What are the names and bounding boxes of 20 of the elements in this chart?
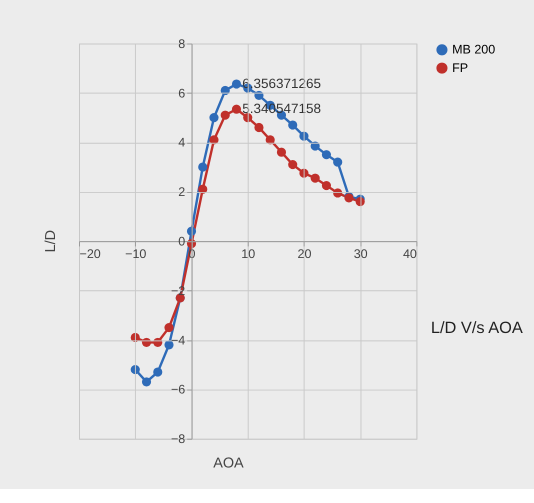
x-tick-label: 10 [241,246,256,261]
y-tick-label: −8 [170,432,186,446]
x-axis-title: AOA [213,456,244,472]
x-tick-label: 30 [354,246,368,261]
y-axis-title: L/D [42,230,59,252]
x-tick-label: −10 [125,246,146,261]
y-tick-label: −6 [170,382,186,397]
x-tick-label: 20 [297,246,312,261]
y-tick-label: 4 [178,136,186,150]
x-tick-label: 40 [402,246,417,261]
y-tick-label: 0 [178,234,186,248]
text: L/D V/s AOA [430,318,523,337]
y-tick-label: 8 [178,36,186,51]
y-tick-label: 6 [178,86,186,100]
legend-label: FP [452,60,468,75]
annotation: 6.356371265 [242,76,322,91]
y-tick-label: −4 [170,333,186,348]
y-tick-label: 2 [178,185,186,200]
legend-label: MB 200 [452,42,496,57]
x-tick-label: −20 [80,246,101,261]
